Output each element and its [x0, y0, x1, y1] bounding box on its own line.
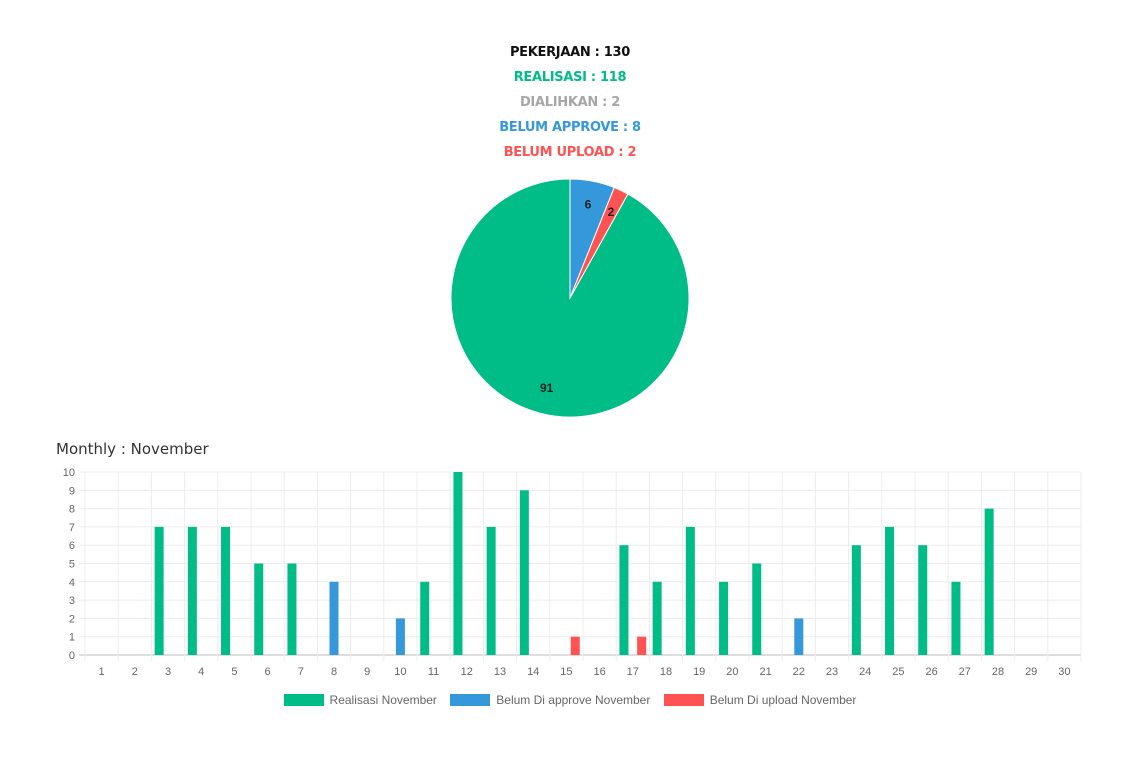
legend-swatch-realisasi — [283, 694, 324, 707]
pie-chart: 91 6 2 — [450, 178, 690, 418]
x-tick-label: 26 — [925, 666, 937, 678]
bar-belum-di-approve-november-10[interactable] — [395, 618, 405, 655]
x-tick-label: 6 — [265, 666, 271, 678]
bar-realisasi-november-20[interactable] — [719, 581, 729, 655]
legend-label-belum-approve: Belum Di approve November — [496, 693, 651, 708]
x-tick-label: 19 — [693, 666, 705, 678]
x-tick-label: 15 — [560, 666, 572, 678]
bar-realisasi-november-4[interactable] — [187, 526, 197, 655]
bar-belum-di-upload-november-17[interactable] — [637, 636, 647, 655]
y-tick-label: 3 — [69, 595, 75, 607]
pie-label-belum-approve: 6 — [585, 198, 592, 212]
legend-swatch-belum-upload — [663, 694, 704, 707]
x-tick-label: 12 — [461, 666, 473, 678]
bar-realisasi-november-26[interactable] — [918, 545, 928, 655]
x-tick-label: 2 — [132, 666, 138, 678]
y-tick-label: 9 — [69, 485, 75, 497]
dialihkan-total: DIALIHKAN : 2 — [519, 95, 621, 110]
pie-label-realisasi: 91 — [540, 381, 554, 395]
y-tick-label: 10 — [63, 467, 75, 479]
belum-upload-total: BELUM UPLOAD : 2 — [503, 145, 637, 160]
bar-realisasi-november-12[interactable] — [453, 472, 463, 655]
x-tick-label: 4 — [198, 666, 204, 678]
x-tick-label: 17 — [627, 666, 639, 678]
y-tick-label: 6 — [69, 540, 75, 552]
legend-item-belum-approve[interactable]: Belum Di approve November — [450, 692, 650, 707]
bar-realisasi-november-5[interactable] — [221, 526, 231, 655]
bar-realisasi-november-25[interactable] — [885, 526, 895, 655]
y-tick-label: 1 — [69, 632, 75, 644]
x-tick-label: 10 — [394, 666, 406, 678]
legend-label-realisasi: Realisasi November — [329, 693, 437, 708]
bar-realisasi-november-11[interactable] — [420, 581, 430, 655]
x-tick-label: 13 — [494, 666, 506, 678]
y-tick-label: 0 — [69, 650, 75, 662]
bar-realisasi-november-27[interactable] — [951, 581, 961, 655]
x-tick-label: 5 — [231, 666, 237, 678]
x-tick-label: 24 — [859, 666, 871, 678]
x-tick-label: 1 — [99, 666, 105, 678]
x-tick-label: 3 — [165, 666, 171, 678]
summary-block: PEKERJAAN : 130 REALISASI : 118 DIALIHKA… — [0, 40, 1140, 165]
bar-realisasi-november-28[interactable] — [984, 508, 994, 655]
bar-realisasi-november-14[interactable] — [519, 490, 529, 655]
x-tick-label: 22 — [793, 666, 805, 678]
bar-realisasi-november-7[interactable] — [287, 563, 297, 656]
bar-belum-di-approve-november-8[interactable] — [329, 581, 339, 655]
bar-chart-title: Monthly : November — [56, 440, 209, 458]
x-tick-label: 16 — [593, 666, 605, 678]
x-tick-label: 18 — [660, 666, 672, 678]
belum-approve-total: BELUM APPROVE : 8 — [499, 120, 641, 135]
x-tick-label: 20 — [726, 666, 738, 678]
bar-realisasi-november-17[interactable] — [619, 545, 629, 655]
x-tick-label: 14 — [527, 666, 539, 678]
bar-realisasi-november-18[interactable] — [652, 581, 662, 655]
y-tick-label: 2 — [69, 613, 75, 625]
realisasi-total: REALISASI : 118 — [513, 70, 627, 85]
x-tick-label: 27 — [959, 666, 971, 678]
bar-belum-di-upload-november-15[interactable] — [570, 636, 580, 655]
x-tick-label: 23 — [826, 666, 838, 678]
legend-item-realisasi[interactable]: Realisasi November — [283, 692, 437, 708]
x-tick-label: 25 — [892, 666, 904, 678]
y-tick-label: 7 — [69, 522, 75, 534]
bar-realisasi-november-24[interactable] — [851, 545, 861, 655]
bar-realisasi-november-21[interactable] — [752, 563, 762, 656]
x-tick-label: 9 — [364, 666, 370, 678]
y-tick-label: 8 — [69, 504, 75, 516]
bar-chart-legend: Realisasi November Belum Di approve Nove… — [0, 692, 1140, 707]
y-tick-label: 4 — [69, 577, 75, 589]
pie-label-belum-upload: 2 — [608, 205, 615, 219]
bar-realisasi-november-13[interactable] — [486, 526, 496, 655]
legend-swatch-belum-approve — [450, 694, 491, 707]
bar-realisasi-november-19[interactable] — [685, 526, 695, 655]
x-tick-label: 11 — [428, 666, 439, 678]
legend-item-belum-upload[interactable]: Belum Di upload November — [663, 692, 857, 708]
bar-realisasi-november-6[interactable] — [254, 563, 264, 656]
bar-realisasi-november-3[interactable] — [154, 526, 164, 655]
legend-label-belum-upload: Belum Di upload November — [709, 693, 857, 708]
y-tick-label: 5 — [69, 559, 75, 571]
x-tick-label: 29 — [1025, 666, 1037, 678]
bar-belum-di-approve-november-22[interactable] — [794, 618, 804, 655]
pie-slice-belum-upload[interactable] — [569, 186, 629, 299]
x-tick-label: 28 — [992, 666, 1004, 678]
x-tick-label: 30 — [1058, 666, 1070, 678]
x-tick-label: 21 — [759, 666, 771, 678]
pekerjaan-total: PEKERJAAN : 130 — [509, 45, 631, 60]
x-tick-label: 8 — [331, 666, 337, 678]
x-tick-label: 7 — [298, 666, 304, 678]
